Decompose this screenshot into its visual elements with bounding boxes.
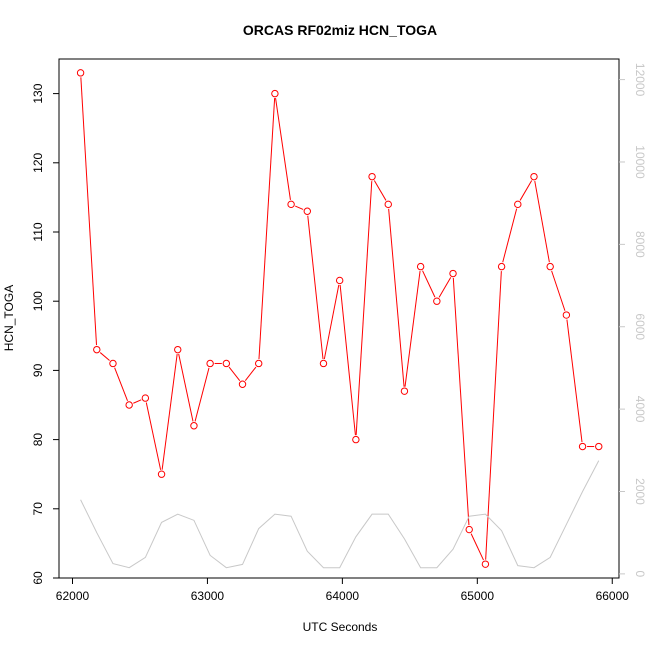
right-y-tick-label: 4000	[633, 396, 647, 423]
x-tick-label: 63000	[191, 589, 225, 603]
series-segment	[502, 208, 518, 263]
x-tick-label: 65000	[461, 589, 495, 603]
series-segment	[355, 181, 373, 436]
right-y-tick-label: 0	[633, 571, 647, 578]
right-y-tick-label: 8000	[633, 231, 647, 258]
y-tick-label: 130	[31, 83, 45, 103]
data-point	[335, 276, 344, 285]
y-tick-label: 70	[31, 502, 45, 516]
data-point	[141, 394, 150, 402]
x-tick-label: 64000	[326, 589, 360, 603]
data-point	[546, 262, 554, 271]
data-point	[433, 297, 441, 305]
right-y-tick-label: 6000	[633, 313, 647, 340]
right-y-tick-label: 12000	[633, 63, 647, 97]
y-tick-label: 80	[31, 433, 45, 447]
data-point	[271, 89, 279, 98]
data-point	[530, 172, 538, 181]
data-point	[190, 422, 198, 430]
series-segment	[373, 180, 387, 201]
series-segment	[470, 533, 484, 561]
data-point	[206, 359, 214, 368]
series-segment	[295, 205, 304, 210]
data-point	[352, 435, 360, 444]
right-y-tick-label: 2000	[633, 478, 647, 505]
data-point	[384, 200, 392, 209]
x-axis-title: UTC Seconds	[303, 620, 378, 634]
data-point	[578, 442, 587, 451]
series-segment	[161, 354, 178, 470]
data-point	[255, 359, 263, 368]
y-axis-title: HCN_TOGA	[2, 285, 16, 351]
series-segment	[404, 270, 421, 387]
y-tick-label: 120	[31, 152, 45, 172]
data-point	[319, 359, 328, 368]
series-segment	[133, 399, 142, 404]
series-segment	[323, 284, 340, 360]
series-segment	[258, 98, 276, 360]
data-point	[449, 269, 457, 278]
data-point	[368, 172, 376, 181]
series-segment	[566, 319, 583, 443]
data-point	[514, 200, 522, 209]
series-segment	[339, 284, 356, 436]
data-point	[497, 262, 506, 271]
series-layer	[76, 69, 603, 569]
y-axis: 60 70 80 90 100 110 120 130	[31, 83, 59, 585]
series-segment	[307, 215, 324, 360]
series-segment	[438, 277, 452, 298]
y-tick-label: 110	[31, 222, 45, 241]
series-segment	[452, 277, 470, 526]
series-segment	[80, 77, 98, 346]
data-point	[174, 345, 182, 354]
y-tick-label: 60	[31, 571, 45, 585]
y-tick-label: 100	[31, 291, 45, 311]
data-point	[400, 387, 409, 395]
series-segment	[178, 353, 194, 422]
background-series-line	[80, 460, 600, 569]
y-tick-label: 90	[31, 363, 45, 377]
series-segment	[551, 270, 566, 311]
series-segment	[485, 271, 502, 560]
series-segment	[99, 352, 110, 361]
series-segment	[422, 270, 436, 298]
series-segment	[194, 367, 210, 422]
x-axis: 62000 63000 64000 65000 66000	[56, 578, 629, 603]
data-point	[595, 442, 603, 451]
plot-area	[58, 58, 620, 579]
data-point	[125, 401, 133, 409]
data-point	[416, 262, 425, 271]
series-segment	[275, 97, 291, 200]
data-point	[303, 207, 311, 215]
data-point	[287, 200, 295, 209]
series-segment	[244, 366, 257, 381]
data-point	[109, 359, 117, 368]
data-point	[465, 525, 473, 534]
x-tick-label: 66000	[596, 589, 630, 603]
data-point	[222, 359, 231, 368]
x-tick-label: 62000	[56, 589, 90, 603]
data-point	[238, 380, 247, 388]
data-point	[481, 560, 490, 568]
series-segment	[388, 208, 405, 387]
data-point	[76, 69, 85, 77]
series-segment	[228, 366, 241, 381]
data-point	[562, 311, 571, 319]
series-segment	[534, 180, 550, 263]
right-y-axis: 0 2000 4000 6000 8000 10000 12000	[619, 63, 647, 578]
series-segment	[519, 180, 533, 201]
chart-title: ORCAS RF02miz HCN_TOGA	[243, 22, 437, 38]
data-point	[157, 470, 166, 478]
series-segment	[114, 367, 128, 401]
data-point	[93, 345, 101, 354]
right-y-tick-label: 10000	[633, 145, 647, 179]
series-segment	[145, 402, 162, 470]
